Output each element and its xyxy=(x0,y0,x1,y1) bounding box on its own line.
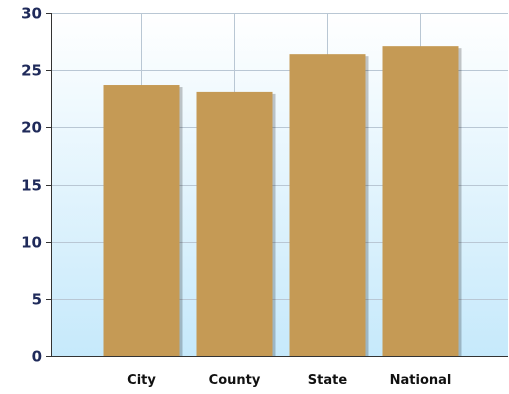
bar-county xyxy=(196,91,273,356)
y-axis-ticks: 0 5 10 15 20 25 30 xyxy=(21,5,51,366)
x-tick-label: County xyxy=(209,373,261,388)
y-tick-label: 0 xyxy=(32,348,42,366)
bar-state xyxy=(289,54,366,356)
y-tick-label: 15 xyxy=(21,177,42,195)
axes xyxy=(51,13,508,357)
y-tick-label: 10 xyxy=(21,234,42,252)
y-tick-label: 30 xyxy=(21,5,42,23)
bar-national xyxy=(382,46,459,356)
x-tick-label: National xyxy=(390,373,452,388)
y-tick-label: 5 xyxy=(32,291,42,309)
y-tick-label: 25 xyxy=(21,62,42,80)
x-tick-label: City xyxy=(127,373,156,388)
y-tick-label: 20 xyxy=(21,119,42,137)
bars xyxy=(103,46,462,356)
x-axis-labels: City County State National xyxy=(127,373,451,388)
x-tick-label: State xyxy=(308,373,348,388)
bar-city xyxy=(103,85,180,356)
